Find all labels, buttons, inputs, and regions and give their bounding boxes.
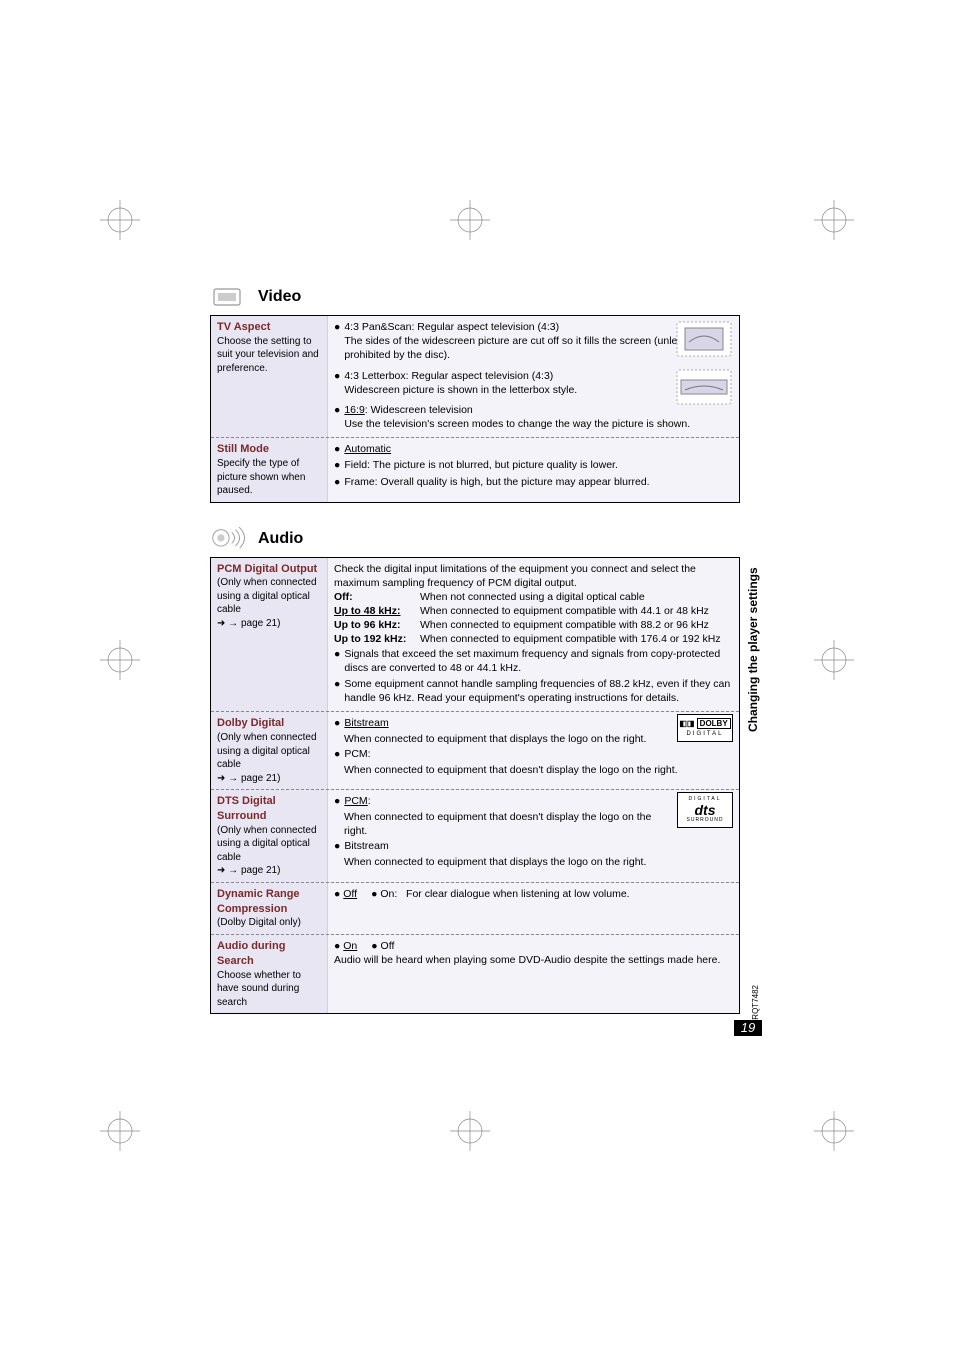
row-still-mode: Still Mode Specify the type of picture s… [211,437,739,501]
page-ref: → page 21) [228,618,280,629]
crop-mark [100,1111,140,1151]
value-drc: ● Off ● On: For clear dialogue when list… [327,883,739,934]
opt-label: Bitstream [344,716,388,730]
opt-label: On: [380,888,397,900]
label-pcm: PCM Digital Output (Only when connected … [211,558,327,712]
setting-name: Dynamic Range Compression [217,887,321,917]
label-tv-aspect: TV Aspect Choose the setting to suit you… [211,316,327,437]
dolby-logo: ◧◨ DOLBY DIGITAL [677,714,733,742]
opt-label: On [343,940,357,952]
def-key: Up to 192 kHz: [334,632,412,646]
page-ref: → page 21) [228,865,280,876]
opt-sub: When connected to equipment that doesn't… [334,763,733,777]
setting-desc-1: (Only when connected using a digital opt… [217,731,321,772]
audio-title: Audio [258,530,303,548]
setting-name: PCM Digital Output [217,562,321,577]
page-number: 19 [734,1020,762,1036]
setting-name: Audio during Search [217,939,321,969]
opt-suffix: : Widescreen television [365,404,473,416]
setting-desc: Choose the setting to suit your televisi… [217,335,321,376]
crop-mark [814,640,854,680]
video-table: TV Aspect Choose the setting to suit you… [210,315,740,503]
setting-desc-1: (Only when connected using a digital opt… [217,824,321,865]
row-drc: Dynamic Range Compression (Dolby Digital… [211,882,739,934]
row-dts: DTS Digital Surround (Only when connecte… [211,789,739,882]
def-key: Up to 96 kHz: [334,618,412,632]
opt-label: Automatic [344,442,391,456]
row-pcm: PCM Digital Output (Only when connected … [211,558,739,712]
opt-sub: For clear dialogue when listening at low… [406,888,630,900]
dts-logo: DIGITAL dts SURROUND [677,792,733,828]
opt-sub: The sides of the widescreen picture are … [344,335,688,361]
video-header: Video [210,285,740,309]
value-tv-aspect: ●4:3 Pan&Scan: Regular aspect television… [327,316,739,437]
def-key: Up to 48 kHz: [334,604,412,618]
def-key: Off: [334,590,412,604]
value-dolby: ◧◨ DOLBY DIGITAL ●Bitstream When connect… [327,712,739,789]
crop-mark [450,200,490,240]
opt-label: PCM [344,795,367,807]
side-tab: Changing the player settings [746,550,760,750]
def-val: When not connected using a digital optic… [420,590,645,604]
doc-id: RQT7482 [751,985,760,1020]
setting-desc-1: (Only when connected using a digital opt… [217,576,321,617]
page-content: Video TV Aspect Choose the setting to su… [210,285,740,1038]
opt-label: 16:9 [344,404,364,416]
opt-label: Frame: Overall quality is high, but the … [344,475,649,489]
audio-icon [210,527,250,551]
crop-mark [100,200,140,240]
def-val: When connected to equipment compatible w… [420,618,709,632]
opt-sub: Widescreen picture is shown in the lette… [344,384,577,396]
crop-mark [100,640,140,680]
value-still-mode: ●Automatic ●Field: The picture is not bl… [327,438,739,501]
setting-name: TV Aspect [217,320,321,335]
tail-note: Audio will be heard when playing some DV… [334,953,733,967]
opt-label: 4:3 Letterbox: Regular aspect television… [344,370,553,382]
audio-table: PCM Digital Output (Only when connected … [210,557,740,1015]
video-icon [210,285,250,309]
label-audio-search: Audio during Search Choose whether to ha… [211,935,327,1013]
value-dts: DIGITAL dts SURROUND ●PCM: When connecte… [327,790,739,882]
setting-name: Dolby Digital [217,716,321,731]
opt-label: Off [343,888,357,900]
row-audio-search: Audio during Search Choose whether to ha… [211,934,739,1013]
opt-label: PCM: [344,747,370,761]
video-title: Video [258,288,301,306]
opt-label: Off [381,940,395,952]
tv-panscan-thumb [675,320,733,358]
intro: Check the digital input limitations of t… [334,562,733,590]
setting-name: Still Mode [217,442,321,457]
audio-header: Audio [210,527,740,551]
setting-desc-1: Choose whether to have sound during sear… [217,969,321,1010]
setting-desc: Specify the type of picture shown when p… [217,457,321,498]
opt-label: Field: The picture is not blurred, but p… [344,458,618,472]
row-tv-aspect: TV Aspect Choose the setting to suit you… [211,316,739,437]
label-dolby: Dolby Digital (Only when connected using… [211,712,327,789]
label-dts: DTS Digital Surround (Only when connecte… [211,790,327,882]
crop-mark [814,1111,854,1151]
opt-sub: When connected to equipment that doesn't… [334,810,733,838]
label-still-mode: Still Mode Specify the type of picture s… [211,438,327,501]
label-drc: Dynamic Range Compression (Dolby Digital… [211,883,327,934]
tv-letterbox-thumb [675,368,733,406]
crop-mark [814,200,854,240]
opt-sub: When connected to equipment that display… [334,732,733,746]
setting-name: DTS Digital Surround [217,794,321,824]
note: Some equipment cannot handle sampling fr… [344,677,733,705]
opt-label: Bitstream [344,839,388,853]
def-val: When connected to equipment compatible w… [420,604,709,618]
note: Signals that exceed the set maximum freq… [344,647,733,675]
opt-label: 4:3 Pan&Scan: Regular aspect television … [344,321,559,333]
setting-desc-1: (Dolby Digital only) [217,916,321,930]
opt-suffix: : [368,795,371,807]
page-ref: → page 21) [228,773,280,784]
value-audio-search: ● On ● Off Audio will be heard when play… [327,935,739,1013]
def-val: When connected to equipment compatible w… [420,632,721,646]
value-pcm: Check the digital input limitations of t… [327,558,739,712]
crop-mark [450,1111,490,1151]
row-dolby: Dolby Digital (Only when connected using… [211,711,739,789]
opt-sub: Use the television's screen modes to cha… [344,418,690,430]
opt-sub: When connected to equipment that display… [334,855,733,869]
